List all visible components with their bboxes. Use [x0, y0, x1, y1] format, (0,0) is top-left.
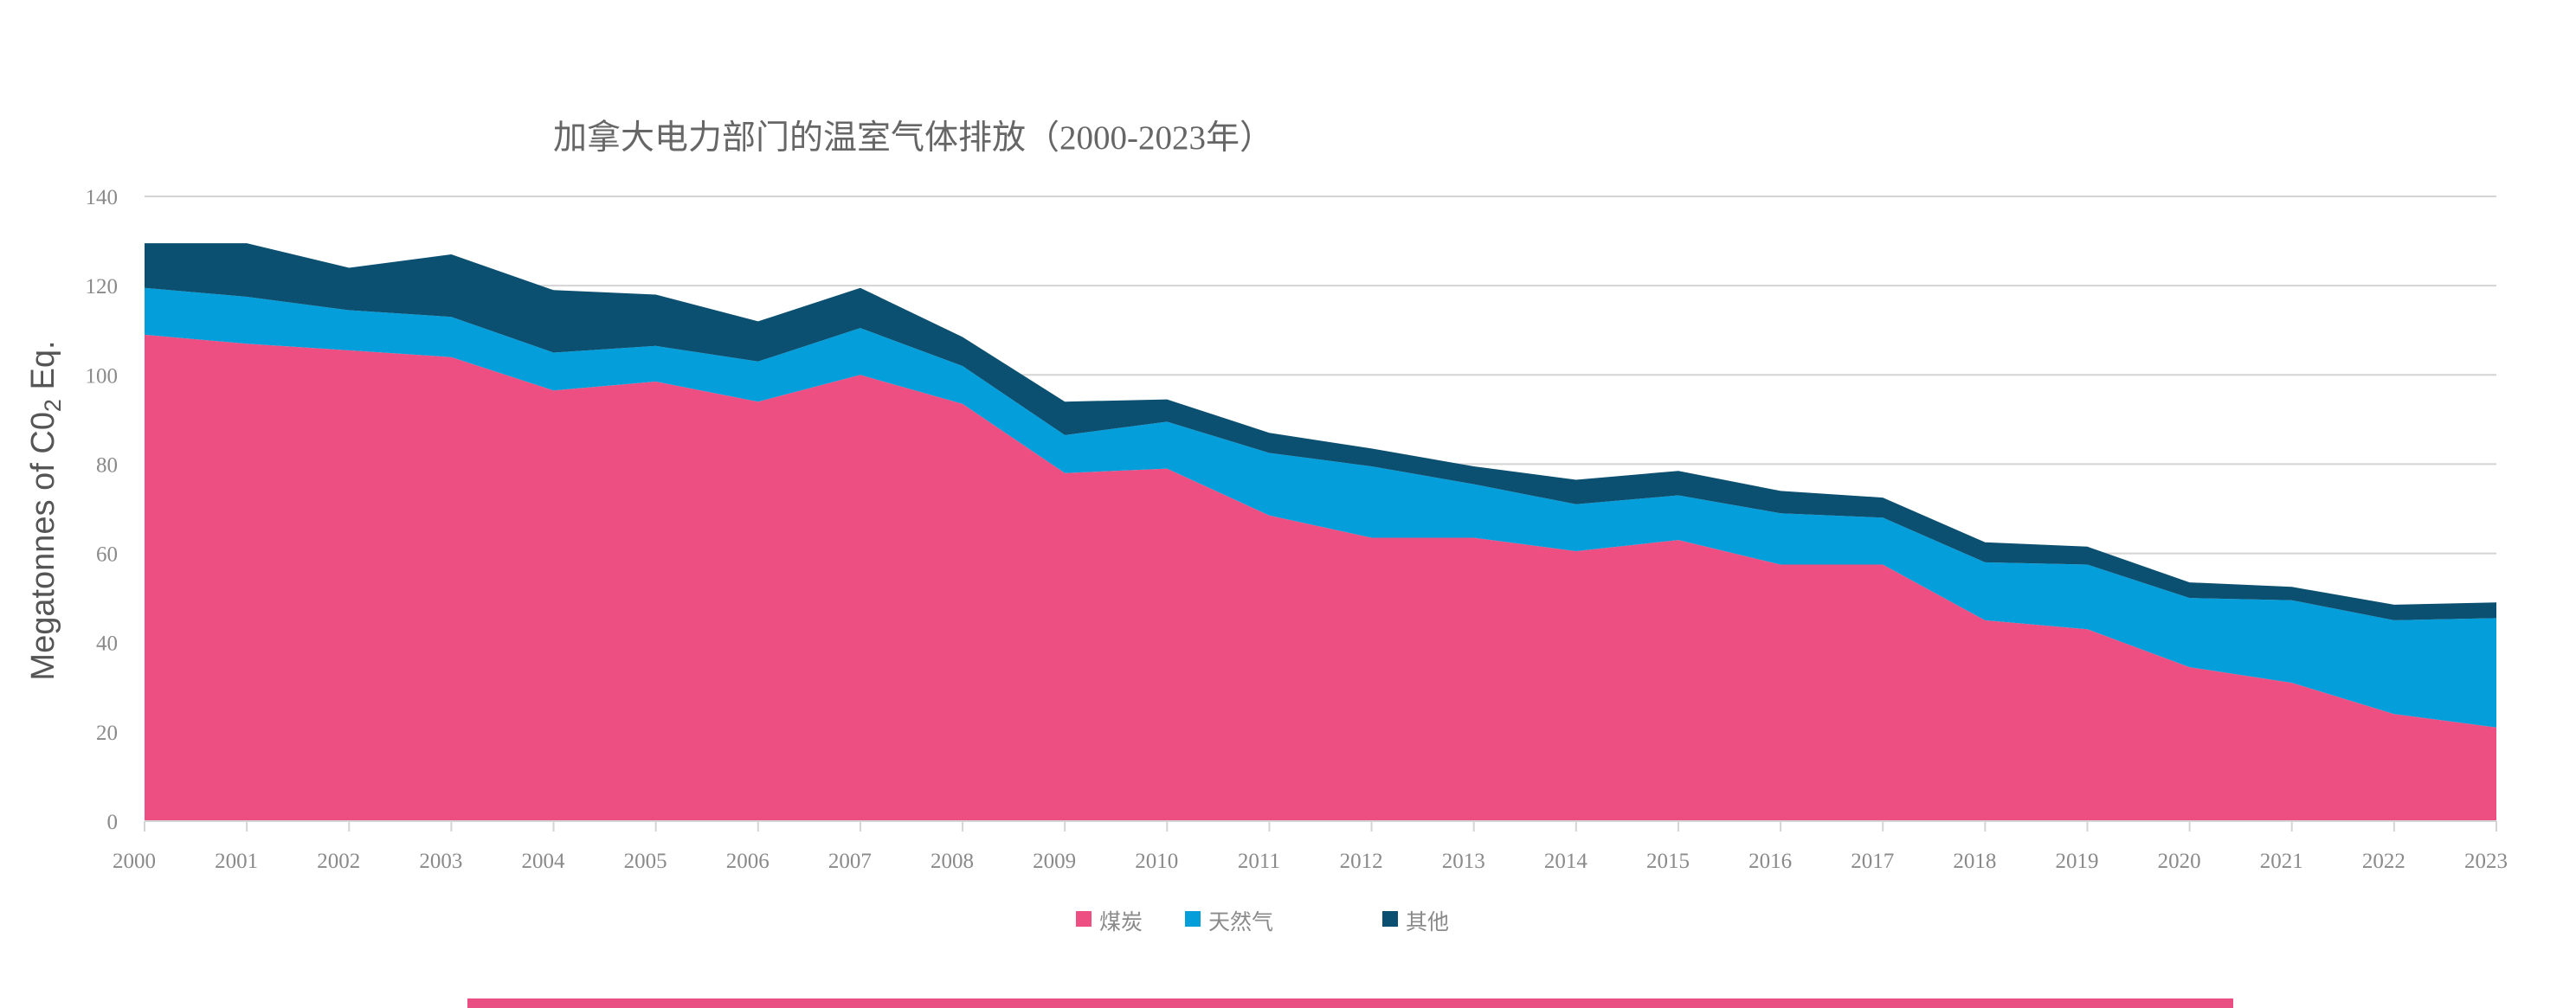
y-axis-title-subscript: 2 [40, 399, 66, 412]
y-tick-labels: 0 20 40 60 80 100 120 140 [86, 186, 119, 834]
x-tick-label: 2009 [1033, 850, 1076, 873]
x-tick-label: 2022 [2362, 850, 2405, 873]
y-axis-title: Megatonnes of C02 Eq. [25, 340, 66, 680]
x-tick-labels: 2000 2001 2002 2003 2004 2005 2006 2007 2008 2009… [113, 850, 2508, 873]
y-tick-label: 20 [96, 722, 118, 745]
x-tick-label: 2023 [2464, 850, 2508, 873]
x-tick-label: 2008 [931, 850, 974, 873]
legend-item-1: 天然气 [1185, 910, 1273, 934]
x-tick-label: 2012 [1340, 850, 1383, 873]
x-tick-label: 2015 [1646, 850, 1690, 873]
legend-label: 煤炭 [1099, 910, 1143, 934]
x-tick-label: 2019 [2055, 850, 2098, 873]
x-tick-label: 2018 [1953, 850, 1996, 873]
x-tick-label: 2010 [1135, 850, 1178, 873]
y-tick-label: 80 [96, 453, 118, 477]
x-tick-label: 2007 [828, 850, 872, 873]
chart-title: 加拿大电力部门的温室气体排放（2000-2023年） [553, 119, 1273, 157]
y-tick-label: 60 [96, 543, 118, 567]
x-tick-label: 2021 [2260, 850, 2303, 873]
y-axis-title-unit: Eq. [25, 340, 61, 399]
x-tick-label: 2013 [1442, 850, 1485, 873]
legend: 煤炭 天然气 其他 [1076, 910, 1449, 934]
y-tick-label: 120 [86, 275, 119, 299]
legend-swatch [1076, 911, 1092, 927]
legend-swatch [1185, 911, 1201, 927]
x-tick-label: 2016 [1748, 850, 1792, 873]
legend-item-2: 其他 [1382, 910, 1449, 934]
footer-accent-bar [467, 998, 2233, 1008]
legend-label: 天然气 [1208, 910, 1273, 934]
x-tick-label: 2014 [1544, 850, 1588, 873]
x-tick-label: 2004 [522, 850, 566, 873]
x-tick-label: 2006 [726, 850, 770, 873]
x-tick-label: 2001 [215, 850, 258, 873]
x-tick-label: 2005 [624, 850, 667, 873]
area-series-2 [145, 243, 2496, 620]
y-tick-label: 40 [96, 632, 118, 656]
legend-label: 其他 [1406, 910, 1449, 934]
legend-swatch [1382, 911, 1398, 927]
y-tick-label: 100 [86, 364, 119, 388]
x-axis [144, 820, 2497, 831]
x-tick-label: 2003 [419, 850, 462, 873]
x-tick-label: 2011 [1238, 850, 1280, 873]
x-tick-label: 2002 [317, 850, 360, 873]
x-tick-label: 2017 [1851, 850, 1894, 873]
area-series-0 [145, 334, 2496, 821]
legend-item-0: 煤炭 [1076, 910, 1143, 934]
y-tick-label: 0 [107, 811, 119, 834]
plot-areas [145, 243, 2496, 821]
y-tick-label: 140 [86, 186, 119, 209]
area-series-1 [145, 287, 2496, 728]
y-axis-title-main: Megatonnes of C0 [25, 412, 61, 681]
x-tick-label: 2020 [2158, 850, 2201, 873]
x-tick-label: 2000 [113, 850, 156, 873]
